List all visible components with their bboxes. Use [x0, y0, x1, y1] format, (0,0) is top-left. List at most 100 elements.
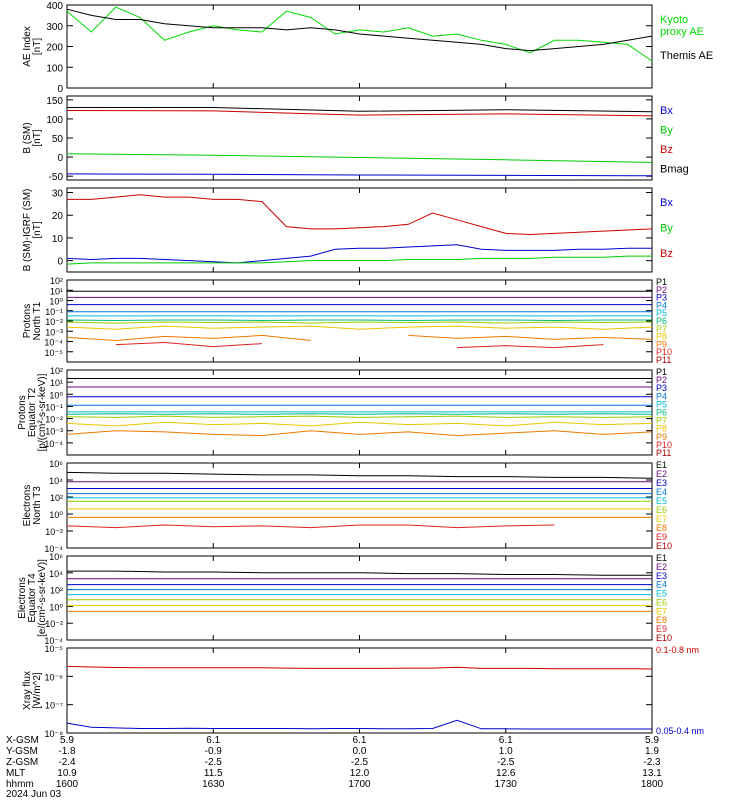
y-axis-label: [nT] — [32, 129, 43, 146]
series-line-P10 — [456, 344, 604, 349]
x-axis-value: -2.5 — [351, 757, 369, 768]
legend-E6: E6 — [656, 597, 667, 607]
y-tick-label: 10² — [50, 586, 63, 596]
legend-P10: P10 — [656, 440, 672, 450]
legend-0.1-0.8 nm: 0.1-0.8 nm — [656, 645, 699, 655]
y-axis-label: Electrons — [17, 577, 28, 619]
series-line-P8 — [66, 325, 653, 330]
panel-xray: 10⁻⁵ 10⁻⁶ 10⁻⁷ 10⁻⁸ Xray flux [W/m^2] 0.1-0.8 … — [22, 644, 704, 739]
panel-frame — [66, 369, 653, 456]
y-tick-label: 10⁻² — [45, 317, 63, 327]
legend-Kyoto-proxy-AE: Kyoto — [660, 14, 688, 26]
y-axis-label: Equator T4 — [27, 573, 38, 623]
y-axis-label: [W/m^2] — [32, 672, 43, 709]
legend-E10: E10 — [656, 541, 672, 551]
series-line-E9 — [66, 524, 555, 529]
y-tick-label: 10⁶ — [49, 552, 63, 562]
x-axis-value: 11.5 — [204, 768, 223, 779]
legend-E2: E2 — [656, 562, 667, 572]
legend-E7: E7 — [656, 606, 667, 616]
series-line-Themis-AE — [66, 8, 653, 52]
y-axis-label: North T3 — [32, 486, 43, 525]
y-axis-label: Protons — [17, 395, 28, 429]
y-tick-label: 10¹ — [50, 378, 63, 388]
legend-Bx: Bx — [660, 197, 673, 209]
legend-Kyoto-proxy-AE: proxy AE — [660, 26, 704, 38]
y-tick-label: 10⁻¹ — [45, 402, 63, 412]
series-line-P10 — [115, 341, 263, 348]
y-tick-label: 0 — [57, 257, 63, 268]
x-axis-value: 1730 — [495, 779, 518, 790]
series-line-Bmag — [67, 107, 653, 113]
legend-E4: E4 — [656, 580, 667, 590]
legend-P3: P3 — [656, 293, 667, 303]
x-axis-value: 1800 — [641, 779, 664, 790]
x-axis-row-label: Z-GSM — [6, 757, 38, 768]
series-line-E1 — [67, 570, 652, 576]
legend-Bx: Bx — [660, 105, 673, 117]
panel-pe: 10² 10¹ 10⁰ 10⁻¹ 10⁻² 10⁻³ 10⁻⁴ Protons Equator … — [17, 366, 672, 458]
y-tick-label: 10⁰ — [49, 510, 63, 520]
x-axis-value: -1.8 — [58, 746, 76, 757]
y-tick-label: 10⁻³ — [45, 427, 63, 437]
y-tick-label: 100 — [46, 63, 63, 74]
panel-frame — [66, 647, 653, 734]
y-tick-label: 10⁶ — [49, 459, 63, 469]
y-tick-label: 10⁻⁸ — [44, 729, 63, 739]
x-axis-row-label: Y-GSM — [6, 746, 38, 757]
series-line-By — [66, 153, 653, 163]
legend-P4: P4 — [656, 391, 667, 401]
y-tick-label: 10⁻⁴ — [44, 636, 63, 646]
y-tick-label: 30 — [52, 189, 64, 200]
legend-P8: P8 — [656, 424, 667, 434]
y-tick-label: 10⁴ — [49, 569, 63, 579]
x-axis-value: 6.1 — [499, 735, 513, 746]
legend-Bz: Bz — [660, 248, 673, 260]
x-axis-value: 5.9 — [60, 735, 74, 746]
series-line-0.05-0.4-nm — [66, 719, 652, 730]
series-line-Bz — [66, 110, 653, 117]
y-axis-label: Xray flux — [22, 671, 33, 710]
series-line-P6 — [66, 319, 652, 322]
y-tick-label: 200 — [46, 43, 63, 54]
y-axis-label: B (SM) — [22, 122, 33, 153]
y-tick-label: 10⁻³ — [45, 327, 63, 337]
y-tick-label: 50 — [52, 134, 64, 145]
legend-E5: E5 — [656, 496, 667, 506]
legend-E3: E3 — [656, 478, 667, 488]
panel-frame — [66, 4, 653, 89]
x-axis-value: 1600 — [56, 779, 79, 790]
legend-By: By — [660, 222, 673, 234]
y-tick-label: 10⁰ — [49, 297, 63, 307]
y-axis-label: North T1 — [32, 301, 43, 340]
series-line-P9 — [66, 430, 653, 437]
legend-P5: P5 — [656, 399, 667, 409]
legend-P6: P6 — [656, 408, 667, 418]
y-axis-label: AE Index — [22, 26, 33, 67]
legend-E6: E6 — [656, 505, 667, 515]
y-tick-label: 10² — [50, 493, 63, 503]
x-axis-value: 6.1 — [206, 735, 220, 746]
y-axis-label: [p/(cm²-s-sr-keV)] — [37, 373, 48, 451]
x-axis-row-label: hhmm — [6, 779, 34, 790]
x-axis-value: -2.5 — [205, 757, 223, 768]
legend-Bz: Bz — [660, 144, 673, 156]
legend-E3: E3 — [656, 571, 667, 581]
legend-P11: P11 — [656, 448, 671, 458]
x-axis-value: 13.1 — [642, 768, 662, 779]
y-tick-label: 150 — [46, 96, 63, 107]
y-tick-label: 10⁻⁴ — [44, 544, 63, 554]
x-axis-value: 1700 — [348, 779, 371, 790]
series-line-P7 — [66, 415, 653, 418]
x-axis-row-label: 2024 Jun 03 — [6, 789, 61, 800]
y-tick-label: 300 — [46, 22, 63, 33]
legend-P2: P2 — [656, 285, 667, 295]
y-tick-label: 10² — [50, 276, 63, 286]
y-tick-label: 400 — [46, 1, 63, 12]
x-axis-value: 12.6 — [496, 768, 516, 779]
x-axis-value: 0.0 — [353, 746, 367, 757]
y-tick-label: 0 — [57, 153, 63, 164]
y-tick-label: 10⁻⁴ — [44, 439, 63, 449]
